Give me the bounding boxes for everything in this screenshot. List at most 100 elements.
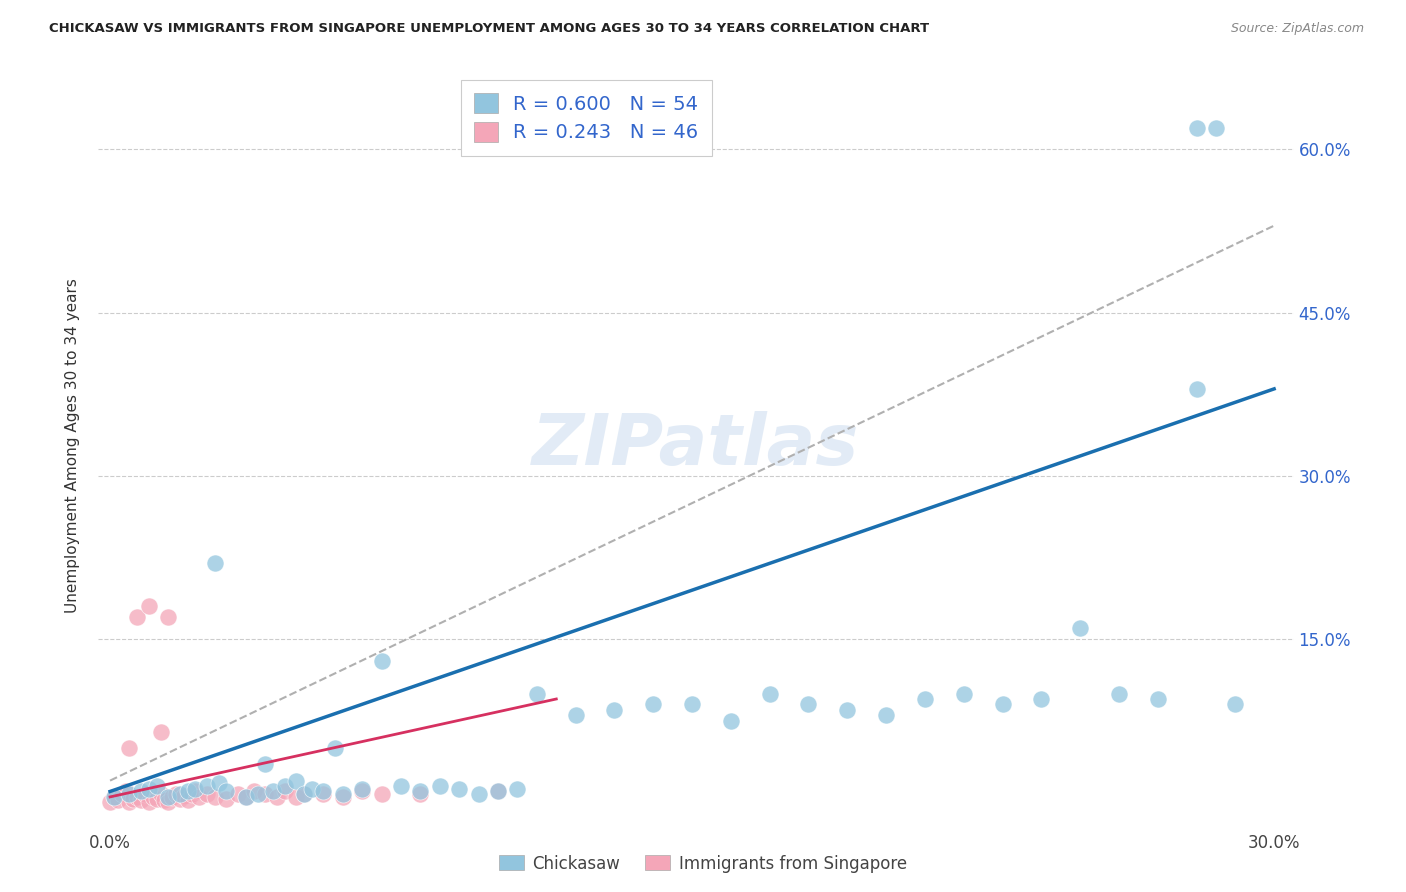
Y-axis label: Unemployment Among Ages 30 to 34 years: Unemployment Among Ages 30 to 34 years <box>65 278 80 614</box>
Point <box>226 787 249 801</box>
Point <box>952 687 974 701</box>
Point <box>157 610 180 624</box>
Point <box>149 787 172 801</box>
Legend: R = 0.600   N = 54, R = 0.243   N = 46: R = 0.600 N = 54, R = 0.243 N = 46 <box>461 79 711 156</box>
Text: ZIPatlas: ZIPatlas <box>533 411 859 481</box>
Point <box>103 789 125 804</box>
Point <box>204 556 226 570</box>
Point <box>720 714 742 728</box>
Point <box>837 703 859 717</box>
Point <box>526 687 548 701</box>
Point <box>184 784 207 798</box>
Point <box>195 787 218 801</box>
Point <box>285 789 308 804</box>
Point <box>914 692 936 706</box>
Point <box>114 784 136 798</box>
Point <box>486 784 509 798</box>
Point <box>603 703 626 717</box>
Point <box>370 787 392 801</box>
Point <box>138 796 160 810</box>
Point <box>266 789 288 804</box>
Point <box>195 779 218 793</box>
Point <box>127 610 149 624</box>
Point <box>242 784 264 798</box>
Point <box>118 787 141 801</box>
Point <box>758 687 780 701</box>
Point <box>681 698 703 712</box>
Point <box>389 779 412 793</box>
Point <box>1146 692 1168 706</box>
Point <box>235 789 257 804</box>
Point <box>107 793 129 807</box>
Point <box>138 599 160 614</box>
Point <box>797 698 820 712</box>
Point <box>160 789 183 804</box>
Point <box>292 787 315 801</box>
Point <box>262 784 284 798</box>
Point <box>254 787 277 801</box>
Point <box>643 698 665 712</box>
Point <box>118 741 141 756</box>
Point <box>1205 120 1227 135</box>
Point <box>215 792 238 806</box>
Point <box>215 784 238 798</box>
Point <box>138 782 160 797</box>
Point <box>409 784 432 798</box>
Point <box>188 789 211 804</box>
Point <box>235 789 257 804</box>
Point <box>429 779 451 793</box>
Point <box>134 787 156 801</box>
Point <box>564 708 586 723</box>
Point <box>129 784 152 798</box>
Point <box>118 796 141 810</box>
Point <box>165 787 187 801</box>
Point <box>127 789 149 804</box>
Point <box>875 708 897 723</box>
Point <box>1108 687 1130 701</box>
Point <box>176 793 198 807</box>
Legend: Chickasaw, Immigrants from Singapore: Chickasaw, Immigrants from Singapore <box>492 848 914 880</box>
Point <box>157 789 180 804</box>
Point <box>301 782 323 797</box>
Point <box>180 787 202 801</box>
Point <box>173 789 195 803</box>
Point <box>145 779 167 793</box>
Point <box>176 784 198 798</box>
Point <box>285 773 308 788</box>
Point <box>122 792 145 806</box>
Point <box>991 698 1014 712</box>
Point <box>273 779 295 793</box>
Point <box>332 787 354 801</box>
Point <box>169 787 191 801</box>
Point <box>292 787 315 801</box>
Point <box>332 789 354 804</box>
Point <box>153 793 176 807</box>
Point <box>208 776 231 790</box>
Point <box>409 787 432 801</box>
Point <box>1031 692 1053 706</box>
Point <box>1225 698 1247 712</box>
Point <box>142 789 165 804</box>
Point <box>103 789 125 804</box>
Point <box>157 796 180 810</box>
Point <box>246 787 269 801</box>
Point <box>204 789 226 804</box>
Point <box>370 654 392 668</box>
Point <box>352 782 374 797</box>
Point <box>486 784 509 798</box>
Point <box>352 784 374 798</box>
Text: Source: ZipAtlas.com: Source: ZipAtlas.com <box>1230 22 1364 36</box>
Point <box>323 741 346 756</box>
Point <box>467 787 489 801</box>
Point <box>184 782 207 797</box>
Point <box>149 724 172 739</box>
Point <box>506 782 529 797</box>
Point <box>111 787 134 801</box>
Text: CHICKASAW VS IMMIGRANTS FROM SINGAPORE UNEMPLOYMENT AMONG AGES 30 TO 34 YEARS CO: CHICKASAW VS IMMIGRANTS FROM SINGAPORE U… <box>49 22 929 36</box>
Point <box>1185 120 1208 135</box>
Point <box>273 784 295 798</box>
Point <box>449 782 471 797</box>
Point <box>169 792 191 806</box>
Point <box>254 757 277 772</box>
Point <box>129 793 152 807</box>
